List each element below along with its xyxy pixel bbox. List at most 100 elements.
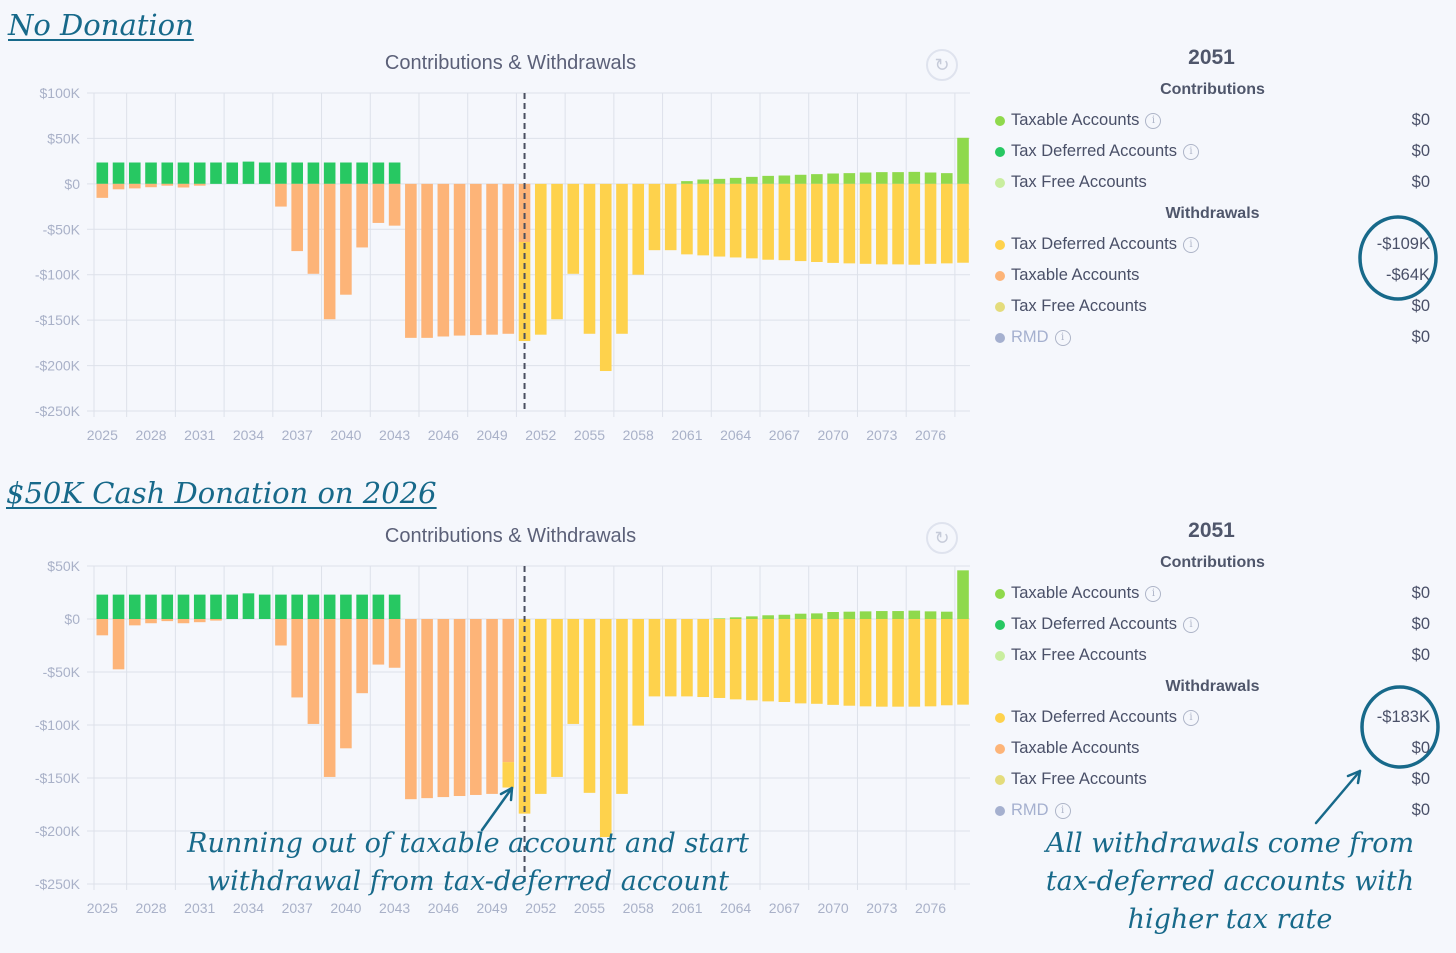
bar-wd-tax-deferred-2075[interactable] xyxy=(908,619,921,707)
bar-wd-taxable-2031[interactable] xyxy=(193,619,206,623)
bar-contrib-tax-deferred-2025[interactable] xyxy=(96,162,109,184)
bar-contrib-taxable-2067[interactable] xyxy=(778,175,791,184)
bar-wd-tax-deferred-2073[interactable] xyxy=(876,183,888,265)
bar-contrib-tax-deferred-2035[interactable] xyxy=(258,162,271,184)
bar-contrib-taxable-2061[interactable] xyxy=(681,181,693,184)
bar-contrib-tax-deferred-2027[interactable] xyxy=(128,594,141,619)
bar-contrib-tax-deferred-2029[interactable] xyxy=(161,162,174,184)
bar-wd-tax-deferred-2061[interactable] xyxy=(681,619,693,697)
info-icon[interactable]: i xyxy=(1183,709,1199,726)
bar-wd-tax-deferred-2070[interactable] xyxy=(827,183,839,263)
info-icon[interactable]: i xyxy=(1054,802,1071,819)
bar-contrib-tax-deferred-2034[interactable] xyxy=(242,161,255,184)
legend-row-contrib-tax-free[interactable]: Tax Free Accounts $0 xyxy=(995,167,1430,198)
bar-wd-tax-deferred-2057[interactable] xyxy=(616,183,628,334)
legend-row-contrib-tax-deferred[interactable]: Tax Deferred Accounts i $0 xyxy=(995,609,1430,640)
legend-row-rmd[interactable]: RMD i $0 xyxy=(995,795,1430,826)
bar-contrib-taxable-2068[interactable] xyxy=(794,613,807,619)
bar-wd-taxable-2030[interactable] xyxy=(177,619,190,624)
bar-contrib-taxable-2075[interactable] xyxy=(908,610,921,619)
bar-wd-tax-deferred-2066[interactable] xyxy=(762,619,774,702)
bar-contrib-tax-deferred-2036[interactable] xyxy=(275,594,287,619)
bar-contrib-taxable-2075[interactable] xyxy=(908,171,921,184)
bar-wd-taxable-2048[interactable] xyxy=(470,619,482,795)
bar-wd-tax-deferred-2069[interactable] xyxy=(811,619,823,704)
bar-wd-taxable-2025[interactable] xyxy=(96,183,109,198)
bar-wd-taxable-2044[interactable] xyxy=(405,183,417,338)
bar-wd-tax-deferred-2056[interactable] xyxy=(599,619,612,838)
bar-contrib-taxable-2074[interactable] xyxy=(892,172,904,184)
bar-contrib-taxable-2070[interactable] xyxy=(827,173,839,184)
bar-wd-taxable-2048[interactable] xyxy=(470,183,482,336)
bar-wd-taxable-2029[interactable] xyxy=(161,619,174,622)
bar-wd-taxable-2036[interactable] xyxy=(275,619,287,646)
bar-wd-tax-deferred-2067[interactable] xyxy=(778,183,791,261)
bar-wd-tax-deferred-2052[interactable] xyxy=(534,183,547,335)
bar-wd-tax-deferred-2076[interactable] xyxy=(924,619,937,707)
bar-wd-taxable-2038[interactable] xyxy=(307,619,320,724)
bar-wd-taxable-2046[interactable] xyxy=(437,183,450,337)
bar-contrib-tax-deferred-2043[interactable] xyxy=(388,162,401,184)
bar-contrib-taxable-2070[interactable] xyxy=(827,612,839,619)
bar-contrib-taxable-2069[interactable] xyxy=(811,613,823,619)
bar-wd-tax-deferred-2064[interactable] xyxy=(729,183,742,258)
bar-contrib-taxable-2069[interactable] xyxy=(811,174,823,184)
bar-contrib-taxable-2068[interactable] xyxy=(794,174,807,184)
bar-wd-taxable-2028[interactable] xyxy=(145,183,157,188)
info-icon[interactable]: i xyxy=(1145,585,1162,602)
bar-contrib-taxable-2073[interactable] xyxy=(876,172,888,184)
bar-contrib-taxable-2073[interactable] xyxy=(876,611,888,619)
bar-wd-taxable-2040[interactable] xyxy=(340,183,352,295)
bar-wd-tax-deferred-2062[interactable] xyxy=(697,619,709,698)
bar-wd-tax-deferred-2057[interactable] xyxy=(616,619,628,794)
bar-contrib-tax-deferred-2039[interactable] xyxy=(323,594,336,619)
bar-wd-taxable-2032[interactable] xyxy=(210,619,222,621)
bar-contrib-taxable-2065[interactable] xyxy=(746,176,758,184)
bar-contrib-tax-deferred-2037[interactable] xyxy=(291,162,303,184)
bar-contrib-tax-deferred-2043[interactable] xyxy=(388,594,401,619)
bar-wd-tax-deferred-2069[interactable] xyxy=(811,183,823,262)
bar-contrib-tax-deferred-2041[interactable] xyxy=(356,594,368,619)
bar-contrib-taxable-2076[interactable] xyxy=(924,611,937,619)
bar-wd-taxable-2050[interactable] xyxy=(502,619,515,763)
bar-wd-taxable-2049[interactable] xyxy=(486,619,498,794)
info-icon[interactable]: i xyxy=(1054,329,1071,346)
bar-wd-taxable-2027[interactable] xyxy=(128,619,141,626)
bar-wd-tax-deferred-2068[interactable] xyxy=(794,183,807,262)
legend-row-contrib-tax-free[interactable]: Tax Free Accounts $0 xyxy=(995,640,1430,671)
bar-contrib-taxable-2065[interactable] xyxy=(746,616,758,619)
bar-wd-taxable-2040[interactable] xyxy=(340,619,352,749)
bar-wd-taxable-2030[interactable] xyxy=(177,183,190,188)
bar-contrib-tax-deferred-2035[interactable] xyxy=(258,594,271,619)
bar-wd-tax-deferred-2063[interactable] xyxy=(713,619,726,698)
bar-contrib-tax-deferred-2040[interactable] xyxy=(340,594,352,619)
bar-wd-tax-deferred-2054[interactable] xyxy=(567,183,580,274)
bar-wd-taxable-2028[interactable] xyxy=(145,619,157,624)
bar-wd-taxable-2025[interactable] xyxy=(96,619,109,636)
bar-contrib-tax-deferred-2030[interactable] xyxy=(177,162,190,184)
bar-wd-taxable-2037[interactable] xyxy=(291,619,303,698)
bar-wd-taxable-2050[interactable] xyxy=(502,183,515,334)
bar-contrib-tax-deferred-2038[interactable] xyxy=(307,594,320,619)
bar-wd-tax-deferred-2072[interactable] xyxy=(859,183,872,264)
bar-wd-taxable-2026[interactable] xyxy=(112,183,125,190)
bar-contrib-taxable-2078[interactable] xyxy=(957,137,969,184)
legend-row-wd-taxable[interactable]: Taxable Accounts $0 xyxy=(995,733,1430,764)
bar-wd-tax-deferred-2056[interactable] xyxy=(599,183,612,372)
bar-contrib-tax-deferred-2028[interactable] xyxy=(145,594,157,619)
bar-wd-taxable-2045[interactable] xyxy=(421,183,433,338)
bar-contrib-tax-deferred-2039[interactable] xyxy=(323,162,336,184)
legend-row-contrib-taxable[interactable]: Taxable Accounts i $0 xyxy=(995,578,1430,609)
bar-wd-tax-deferred-2076[interactable] xyxy=(924,183,937,264)
bar-wd-tax-deferred-2077[interactable] xyxy=(940,183,953,264)
legend-row-wd-tax-deferred[interactable]: Tax Deferred Accounts i -$183K xyxy=(995,702,1430,733)
bar-contrib-tax-deferred-2034[interactable] xyxy=(242,593,255,619)
bar-contrib-taxable-2066[interactable] xyxy=(762,615,774,619)
bar-wd-tax-deferred-2053[interactable] xyxy=(551,619,563,777)
bar-wd-taxable-2045[interactable] xyxy=(421,619,433,799)
legend-row-contrib-tax-deferred[interactable]: Tax Deferred Accounts i $0 xyxy=(995,136,1430,167)
info-icon[interactable]: i xyxy=(1183,236,1199,253)
bar-wd-tax-deferred-2060[interactable] xyxy=(664,183,677,251)
bar-wd-tax-deferred-2064[interactable] xyxy=(729,619,742,700)
bar-contrib-tax-deferred-2031[interactable] xyxy=(193,594,206,619)
